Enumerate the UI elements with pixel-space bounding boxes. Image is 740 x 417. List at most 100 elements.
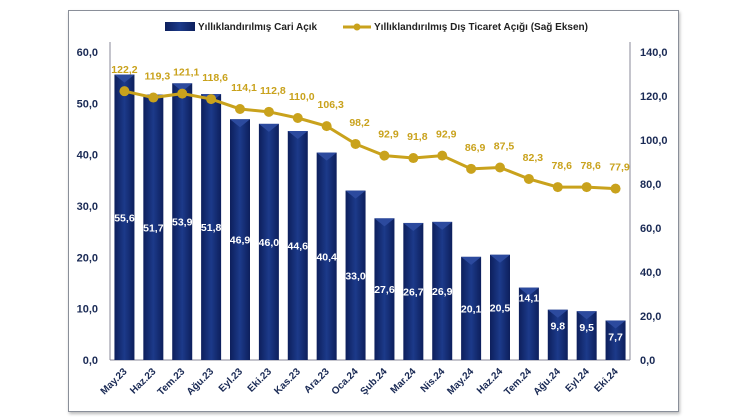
legend-line-marker [353,23,361,31]
legend-bar-swatch [165,22,195,31]
right-tick-label: 120,0 [640,91,668,103]
line-data-label: 82,3 [523,152,544,164]
line-data-label: 119,3 [144,71,170,83]
bar-data-label: 14,1 [519,293,540,305]
line-data-label: 121,1 [173,67,199,79]
bar-data-label: 33,0 [345,270,366,282]
bar [258,123,279,360]
bar-bevel [547,309,568,318]
line-data-label: 92,9 [436,129,457,141]
x-tick-label: Eki.23 [246,366,275,395]
x-tick-label: Eyl.23 [217,366,246,395]
line-marker [466,163,477,174]
x-tick-label: Haz.23 [128,366,158,396]
bar-bevel [114,74,135,83]
x-tick-label: Ara.23 [302,366,332,396]
line-marker [321,121,332,132]
bar-bevel [576,311,597,320]
right-tick-label: 40,0 [640,267,661,279]
bar [345,190,366,360]
bar-bevel [316,152,337,161]
line-data-label: 98,2 [349,117,370,129]
x-tick-label: Mar.24 [389,366,419,396]
x-tick-label: May.24 [445,366,476,397]
left-tick-label: 40,0 [77,150,98,162]
bar-bevel [172,83,193,92]
line-marker [148,92,159,103]
bar [114,74,135,360]
bar [316,152,337,360]
line-marker [263,106,274,117]
line-marker [495,162,505,173]
x-tick-label: Eyl.24 [564,366,593,395]
bar [432,221,453,360]
line-series [124,89,616,191]
left-tick-label: 20,0 [77,252,98,264]
line-data-label: 91,8 [407,131,428,143]
left-tick-label: 10,0 [77,304,98,316]
right-tick-label: 0,0 [640,355,655,367]
line-marker [408,153,419,164]
bar-data-label: 20,5 [490,302,511,314]
line-marker [581,182,592,193]
line-marker [437,150,448,161]
bar-data-label: 27,6 [374,284,395,296]
x-tick-label: Haz.24 [475,366,505,396]
left-tick-label: 0,0 [83,355,98,367]
bar [490,254,510,360]
left-tick-label: 60,0 [77,47,98,59]
x-tick-label: Ağu.23 [185,366,217,398]
x-tick-label: Tem.24 [502,366,534,398]
bar-data-label: 26,7 [403,286,424,298]
bar-bevel [374,218,395,227]
line-marker [206,94,217,105]
bar [201,94,222,361]
right-tick-label: 100,0 [640,135,668,147]
bar-data-label: 44,6 [288,241,309,253]
left-tick-label: 30,0 [77,201,98,213]
bar [518,287,539,360]
line-data-label: 86,9 [465,142,486,154]
x-tick-label: Tem.23 [156,366,188,398]
bar [287,131,308,360]
bar-data-label: 40,4 [316,251,337,263]
bar-bevel [345,190,366,199]
line-marker [235,103,245,114]
line-data-label: 87,5 [494,141,515,153]
legend-line-label: Yıllıklandırılmış Dış Ticaret Açığı (Sağ… [374,22,588,33]
line-data-label: 122,2 [111,64,137,76]
bar-data-label: 9,8 [550,321,565,333]
bar [403,222,424,360]
line-data-label: 78,6 [580,160,601,172]
line-data-label: 112,8 [260,85,286,97]
bar-data-label: 55,6 [114,212,135,224]
bar [172,83,193,361]
x-tick-label: Ağu.24 [532,366,564,398]
x-tick-label: Kas.23 [272,366,303,397]
bar [576,311,597,360]
legend-bar-label: Yıllıklandırılmış Cari Açık [198,22,318,33]
bar [143,94,164,361]
line-marker [379,150,390,161]
bar-data-label: 26,9 [432,286,453,298]
right-tick-label: 80,0 [640,179,661,191]
line-marker [523,173,534,184]
line-marker [350,138,361,149]
line-data-label: 106,3 [318,99,344,111]
bar-bevel [461,256,482,265]
bar-bevel [403,222,424,231]
x-tick-label: Nis.24 [419,366,448,395]
right-tick-label: 20,0 [640,311,661,323]
line-marker [552,182,563,193]
bar-data-label: 9,5 [579,322,594,334]
x-tick-label: Oca.24 [330,366,361,397]
line-data-label: 110,0 [289,91,315,103]
bar [547,309,568,360]
line-data-label: 78,6 [552,160,573,172]
bar-bevel [605,320,626,329]
bar-bevel [518,287,539,296]
bar-bevel [490,254,510,263]
line-marker [119,86,130,97]
right-tick-label: 60,0 [640,223,661,235]
